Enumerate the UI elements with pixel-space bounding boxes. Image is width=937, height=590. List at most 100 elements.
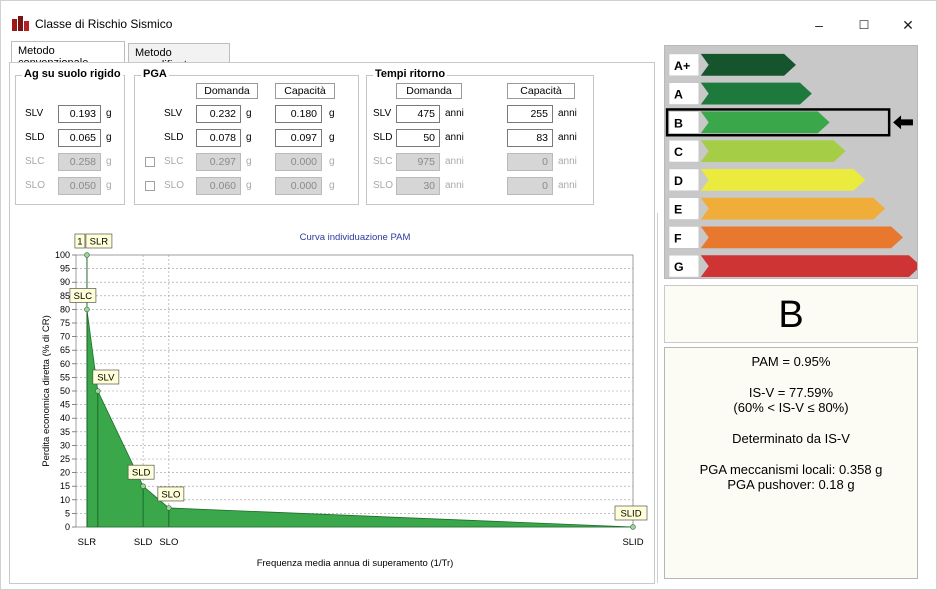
pga-domanda-unit: g (246, 132, 252, 143)
pga-domanda-unit: g (246, 156, 252, 167)
tempi-capacita-sld[interactable]: 83 (507, 129, 553, 147)
class-bar (700, 53, 796, 76)
window-title: Classe di Rischio Sismico (35, 17, 173, 31)
ag-label-sld: SLD (25, 132, 45, 143)
svg-text:SLID: SLID (620, 509, 641, 520)
tempi-col-capacita: Capacità (507, 83, 575, 99)
pga-domanda-sld[interactable]: 0.078 (196, 129, 241, 147)
tempi-capacita-slc[interactable]: 0 (507, 153, 553, 171)
pga-capacita-slv[interactable]: 0.180 (275, 105, 322, 123)
svg-text:B: B (674, 116, 683, 130)
class-row-e: E (668, 197, 886, 220)
ag-unit: g (106, 180, 112, 191)
tempi-domanda-slc[interactable]: 975 (396, 153, 440, 171)
class-bar (700, 82, 812, 105)
y-tick-label: 40 (60, 413, 70, 423)
y-tick-label: 15 (60, 481, 70, 491)
svg-text:SLR: SLR (90, 237, 109, 248)
data-point (95, 388, 101, 394)
x-tick-label: SLD (134, 537, 153, 548)
tempi-domanda-slv[interactable]: 475 (396, 105, 440, 123)
y-tick-label: 45 (60, 400, 70, 410)
class-row-g: G (668, 254, 917, 278)
tempi-group-title: Tempi ritorno (373, 68, 448, 80)
tempi-domanda-sld[interactable]: 50 (396, 129, 440, 147)
class-row-c: C (668, 139, 846, 163)
data-point (84, 252, 90, 258)
class-bar (700, 168, 866, 191)
pga-capacita-sld[interactable]: 0.097 (275, 129, 322, 147)
pga-label-sld: SLD (164, 132, 184, 143)
y-axis-label: Perdita economica diretta (% di CR) (41, 315, 52, 467)
pga-label-slv: SLV (164, 108, 183, 119)
determinato-text: Determinato da IS-V (732, 431, 850, 446)
ag-input-slo[interactable]: 0.050 (58, 177, 101, 195)
y-tick-label: 50 (60, 386, 70, 396)
y-tick-label: 70 (60, 332, 70, 342)
selected-arrow-icon (893, 115, 913, 130)
ag-input-sld[interactable]: 0.065 (58, 129, 101, 147)
svg-text:SLV: SLV (97, 373, 115, 384)
minimize-button[interactable]: – (815, 17, 823, 33)
y-tick-label: 85 (60, 291, 70, 301)
point-label-sld: SLD (127, 464, 155, 480)
class-row-f: F (668, 226, 904, 249)
pga-domanda-slc[interactable]: 0.297 (196, 153, 241, 171)
svg-text:A+: A+ (674, 59, 690, 73)
svg-text:1: 1 (77, 237, 82, 248)
class-row-aplus: A+ (668, 53, 796, 76)
y-tick-label: 100 (55, 250, 70, 260)
tempi-capacita-slo[interactable]: 0 (507, 177, 553, 195)
tempi-label-slv: SLV (373, 108, 392, 119)
tab-metodo-semplificato[interactable]: Metodo semplificato (128, 43, 230, 71)
ag-input-slv[interactable]: 0.193 (58, 105, 101, 123)
pga-group-title: PGA (141, 68, 169, 80)
tempi-capacita-unit: anni (558, 108, 577, 119)
x-tick-label: SLR (78, 537, 97, 548)
close-button[interactable]: ✕ (902, 17, 914, 33)
tempi-domanda-slo[interactable]: 30 (396, 177, 440, 195)
isv-text: IS-V = 77.59% (748, 385, 834, 400)
svg-text:E: E (674, 203, 682, 217)
tab-metodo-convenzionale[interactable]: Metodo convenzionale (11, 41, 125, 69)
y-tick-label: 0 (65, 522, 70, 532)
point-label-slo: SLO (157, 486, 185, 502)
y-tick-label: 65 (60, 345, 70, 355)
y-tick-label: 5 (65, 508, 70, 518)
svg-text:SLO: SLO (161, 489, 180, 500)
isv-range-text: (60% < IS-V ≤ 80%) (733, 400, 849, 415)
ag-label-slc: SLC (25, 156, 45, 167)
pga-domanda-unit: g (246, 180, 252, 191)
pga-checkbox-slo[interactable] (145, 181, 155, 191)
y-tick-label: 30 (60, 440, 70, 450)
pga-col-domanda: Domanda (196, 83, 258, 99)
y-tick-label: 75 (60, 318, 70, 328)
pga-checkbox-slc[interactable] (145, 157, 155, 167)
tempi-domanda-unit: anni (445, 132, 464, 143)
class-scale: A+ AB C D EF G (664, 45, 918, 279)
y-tick-label: 90 (60, 277, 70, 287)
svg-text:C: C (674, 145, 683, 159)
tempi-capacita-slv[interactable]: 255 (507, 105, 553, 123)
ag-input-slc[interactable]: 0.258 (58, 153, 101, 171)
class-row-a: A (668, 82, 812, 105)
point-label-slid: SLID (614, 505, 648, 521)
pga-domanda-slv[interactable]: 0.232 (196, 105, 241, 123)
class-row-b: B (668, 111, 830, 134)
tempi-col-domanda: Domanda (396, 83, 462, 99)
ag-unit: g (106, 108, 112, 119)
maximize-button[interactable]: ☐ (858, 18, 870, 32)
selected-class-frame (665, 108, 891, 137)
pga-capacita-slo[interactable]: 0.000 (275, 177, 322, 195)
pga-pushover-text: PGA pushover: 0.18 g (727, 477, 855, 492)
class-bar (700, 255, 917, 278)
pga-capacita-unit: g (329, 180, 335, 191)
pga-domanda-slo[interactable]: 0.060 (196, 177, 241, 195)
svg-text:SLC: SLC (74, 291, 93, 302)
pga-locali-text: PGA meccanismi locali: 0.358 g (699, 462, 883, 477)
tempi-capacita-unit: anni (558, 156, 577, 167)
pga-capacita-slc[interactable]: 0.000 (275, 153, 322, 171)
y-tick-label: 35 (60, 427, 70, 437)
ag-group-title: Ag su suolo rigido (22, 68, 123, 80)
info-panel: PAM = 0.95% IS-V = 77.59% (60% < IS-V ≤ … (664, 347, 918, 579)
